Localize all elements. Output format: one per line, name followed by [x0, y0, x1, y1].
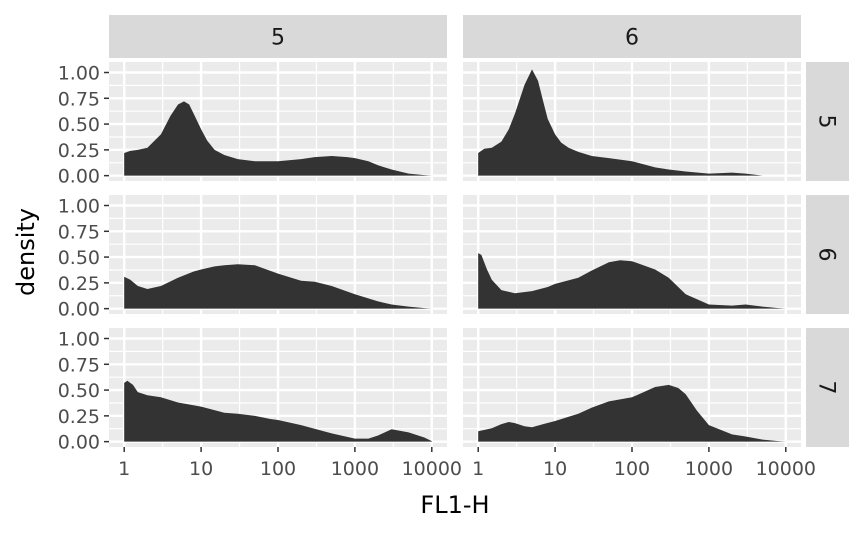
density-area-row5-col6: [478, 69, 763, 176]
row-strip-label: 5: [814, 115, 839, 129]
facet-panels: [109, 62, 801, 447]
y-tick-label: 0.75: [58, 221, 100, 243]
x-tick-label: 10000: [402, 458, 462, 480]
x-tick-label: 1: [118, 458, 130, 480]
y-tick-label: 0.25: [58, 406, 100, 428]
density-area-row7-col6: [478, 384, 786, 442]
y-tick-label: 0.00: [58, 166, 100, 188]
y-tick-label: 0.00: [58, 299, 100, 321]
column-strip-label: 6: [625, 26, 639, 51]
density-area-row6-col5: [124, 264, 432, 309]
row-strip-label: 6: [814, 248, 839, 262]
row-strip-bg: [806, 62, 849, 181]
y-tick-label: 0.50: [58, 114, 100, 136]
column-strip-bg: [463, 15, 801, 58]
y-tick-label: 0.75: [58, 354, 100, 376]
x-tick-label: 10000: [756, 458, 816, 480]
column-strip-bg: [109, 15, 447, 58]
density-area-row6-col6: [478, 253, 786, 309]
x-tick-label: 1000: [331, 458, 379, 480]
y-tick-label: 0.00: [58, 432, 100, 454]
x-axes: 1 10 100 1000 10000 1 10 100 1000 10000: [118, 447, 816, 480]
column-strip-label: 5: [271, 26, 285, 51]
y-tick-label: 1.00: [58, 196, 100, 218]
y-tick-label: 0.50: [58, 247, 100, 269]
y-tick-label: 0.25: [58, 273, 100, 295]
x-tick-label: 10: [189, 458, 213, 480]
density-area-row7-col5: [124, 380, 432, 442]
y-tick-label: 1.00: [58, 63, 100, 85]
y-tick-label: 0.25: [58, 140, 100, 162]
x-tick-label: 100: [260, 458, 296, 480]
y-tick-label: 0.75: [58, 88, 100, 110]
x-tick-label: 100: [614, 458, 650, 480]
y-tick-label: 1.00: [58, 329, 100, 351]
y-axes: 0.00 0.25 0.50 0.75 1.00 0.00 0.25 0.50 0.75 1.00…: [58, 63, 109, 454]
row-strips: 5 6 7: [806, 62, 849, 447]
row-strip-label: 7: [814, 381, 839, 395]
x-axis-title: FL1-H: [420, 491, 489, 519]
x-tick-label: 10: [543, 458, 567, 480]
row-strip-bg: [806, 328, 849, 447]
row-strip-bg: [806, 195, 849, 314]
x-tick-label: 1000: [685, 458, 733, 480]
y-tick-label: 0.50: [58, 380, 100, 402]
facet-panel: [463, 328, 801, 447]
x-tick-label: 1: [472, 458, 484, 480]
density-area-row5-col5: [124, 101, 432, 176]
y-axis-title: density: [12, 208, 40, 296]
